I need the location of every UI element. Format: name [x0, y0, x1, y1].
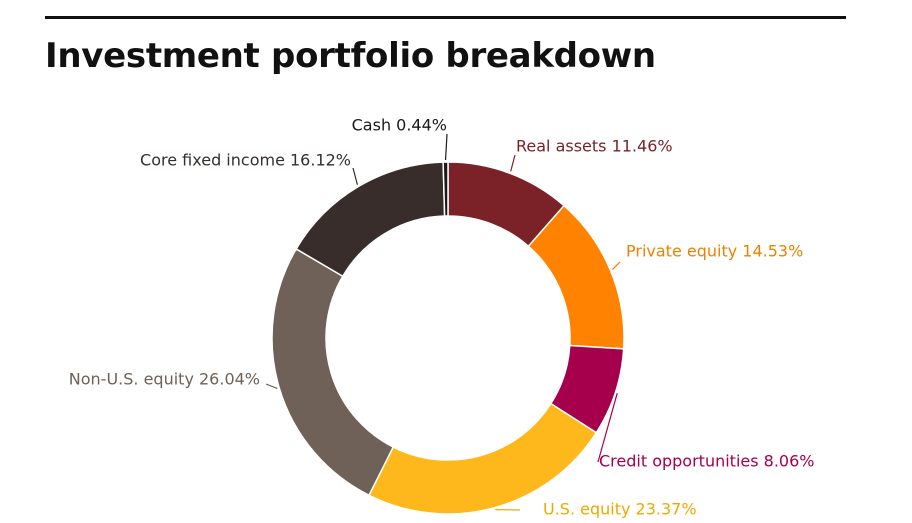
slice-non-u-s-equity — [271, 247, 395, 497]
chart-title: Investment portfolio breakdown — [45, 36, 656, 76]
slice-core-fixed-income — [295, 161, 446, 278]
label-u-s-equity: U.S. equity 23.37% — [543, 500, 697, 519]
label-real-assets: Real assets 11.46% — [516, 137, 673, 156]
label-leader-lines — [265, 133, 621, 511]
slice-labels: Real assets 11.46% Private equity 14.53% C… — [69, 116, 815, 519]
label-credit-opportunities: Credit opportunities 8.06% — [599, 452, 814, 471]
label-core-fixed-income: Core fixed income 16.12% — [140, 151, 351, 170]
donut-slices — [271, 161, 625, 515]
leader-private-equity — [611, 261, 621, 271]
top-rule — [45, 16, 846, 19]
label-non-u-s-equity: Non-U.S. equity 26.04% — [69, 370, 260, 389]
slice-cash — [442, 161, 449, 217]
leader-real-assets — [510, 154, 516, 172]
leader-credit-opportunities — [597, 392, 618, 463]
slice-u-s-equity — [367, 402, 598, 515]
leader-core-fixed-income — [352, 167, 358, 185]
label-cash: Cash 0.44% — [352, 116, 447, 135]
label-private-equity: Private equity 14.53% — [626, 242, 803, 261]
leader-non-u-s-equity — [265, 383, 278, 390]
leader-cash — [444, 133, 448, 161]
